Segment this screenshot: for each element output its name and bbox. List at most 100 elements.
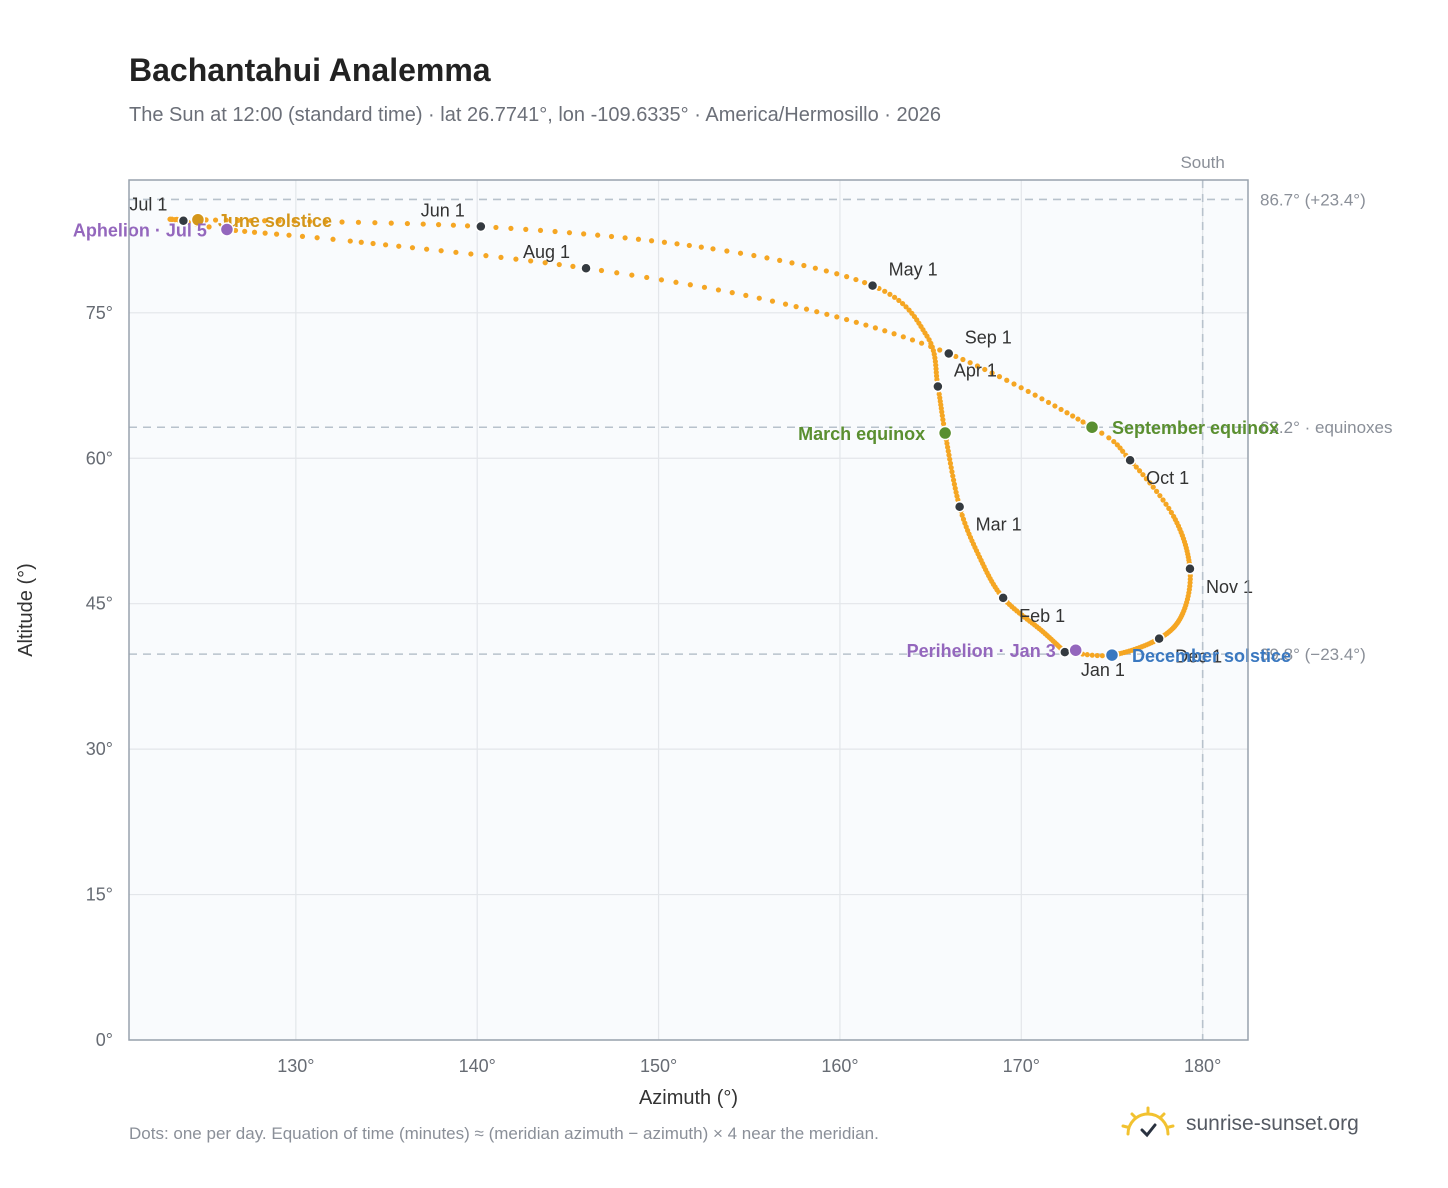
daily-sun-dot bbox=[1018, 385, 1024, 391]
daily-sun-dot bbox=[892, 294, 898, 300]
daily-sun-dot bbox=[396, 243, 402, 249]
daily-sun-dot bbox=[1160, 497, 1166, 503]
x-axis-label: Azimuth (°) bbox=[639, 1087, 738, 1109]
daily-sun-dot bbox=[438, 248, 444, 254]
x-tick-label: 170° bbox=[1003, 1056, 1040, 1076]
brand-name[interactable]: sunrise-sunset.org bbox=[1186, 1112, 1359, 1135]
daily-sun-dot bbox=[508, 225, 514, 231]
event-label: March equinox bbox=[798, 424, 925, 444]
daily-sun-dot bbox=[1045, 399, 1052, 406]
daily-sun-dot bbox=[1058, 406, 1064, 413]
daily-sun-dot bbox=[909, 337, 916, 343]
daily-sun-dot bbox=[299, 233, 306, 239]
daily-sun-dot bbox=[824, 311, 830, 317]
daily-sun-dot bbox=[339, 219, 345, 225]
daily-sun-dot bbox=[928, 343, 934, 350]
reference-line-label: 86.7° (+23.4°) bbox=[1260, 190, 1366, 209]
daily-sun-dot bbox=[1163, 501, 1169, 507]
daily-sun-dot bbox=[853, 276, 859, 283]
daily-sun-dot bbox=[715, 287, 722, 293]
daily-sun-dot bbox=[358, 239, 364, 245]
sun-logo-icon bbox=[1121, 1106, 1175, 1138]
daily-sun-dot bbox=[468, 251, 474, 257]
event-label: June solstice bbox=[218, 211, 332, 231]
daily-sun-dot bbox=[1154, 488, 1160, 494]
daily-sun-dot bbox=[919, 340, 925, 346]
event-marker bbox=[1104, 647, 1120, 663]
daily-sun-dot bbox=[834, 271, 840, 277]
daily-sun-dot bbox=[803, 306, 810, 312]
daily-sun-dot bbox=[273, 231, 280, 237]
daily-sun-dot bbox=[853, 319, 859, 325]
event-marker bbox=[1068, 642, 1083, 658]
daily-sun-dot bbox=[658, 277, 665, 283]
month-marker bbox=[1153, 632, 1165, 645]
month-markers-layer: Jan 1 Feb 1 Mar 1 Apr 1 May 1 Jun 1 Jul 1 Aug 1… bbox=[129, 195, 1253, 680]
month-marker bbox=[932, 380, 944, 393]
month-label: May 1 bbox=[889, 260, 938, 280]
daily-sun-dot bbox=[513, 256, 519, 262]
month-marker bbox=[580, 262, 592, 274]
daily-sun-dot bbox=[844, 274, 850, 280]
daily-sun-dot bbox=[314, 235, 320, 241]
daily-sun-dot bbox=[834, 314, 840, 320]
daily-sun-dot bbox=[622, 235, 628, 241]
daily-sun-dot bbox=[1080, 419, 1086, 425]
event-marker bbox=[937, 425, 953, 441]
chart-title: Bachantahui Analemma bbox=[129, 52, 491, 88]
daily-sun-dot bbox=[409, 245, 416, 251]
meridian-label: South bbox=[1180, 153, 1224, 172]
daily-sun-dot bbox=[212, 217, 219, 223]
daily-sun-dot bbox=[891, 331, 897, 337]
daily-sun-dot bbox=[950, 477, 957, 483]
daily-sun-dot bbox=[581, 231, 587, 237]
daily-sun-dot bbox=[370, 240, 376, 247]
daily-sun-dot bbox=[1157, 493, 1163, 499]
daily-sun-dot bbox=[812, 265, 818, 271]
month-marker bbox=[997, 592, 1009, 604]
event-marker bbox=[219, 222, 235, 237]
event-label: December solstice bbox=[1132, 646, 1291, 666]
month-marker bbox=[953, 500, 966, 513]
x-tick-label: 130° bbox=[277, 1056, 314, 1076]
x-tick-label: 140° bbox=[459, 1056, 496, 1076]
daily-sun-dot bbox=[388, 220, 394, 226]
event-label: September equinox bbox=[1112, 418, 1279, 438]
daily-sun-dot bbox=[687, 282, 693, 288]
daily-sun-dot bbox=[1011, 381, 1017, 387]
daily-sun-dot bbox=[953, 489, 959, 495]
daily-sun-dot bbox=[614, 270, 620, 276]
daily-sun-dot bbox=[1136, 468, 1143, 474]
events-layer: June solstice December solstice March equi… bbox=[73, 211, 1291, 666]
daily-sun-dot bbox=[673, 279, 679, 285]
daily-sun-dot bbox=[1089, 652, 1095, 658]
daily-sun-dot bbox=[844, 316, 850, 323]
brand[interactable]: sunrise-sunset.org bbox=[1120, 1104, 1359, 1144]
daily-sun-dot bbox=[598, 267, 605, 274]
plot-frame bbox=[128, 179, 1249, 1041]
event-marker bbox=[190, 212, 206, 228]
y-axis-label: Altitude (°) bbox=[15, 563, 37, 657]
daily-sun-dot bbox=[948, 464, 954, 471]
daily-sun-dot bbox=[953, 353, 959, 360]
daily-sun-dot bbox=[724, 248, 730, 254]
daily-sun-dot bbox=[1133, 464, 1139, 470]
daily-sun-dot bbox=[629, 272, 635, 278]
daily-sun-dot bbox=[383, 242, 389, 248]
daily-sun-dot bbox=[769, 298, 776, 304]
daily-sun-dot bbox=[1168, 509, 1174, 516]
daily-sun-dot bbox=[952, 485, 958, 491]
daily-sun-dot bbox=[764, 255, 770, 261]
daily-sun-dot bbox=[1064, 410, 1070, 416]
daily-sun-dot bbox=[782, 301, 789, 307]
daily-sun-dot bbox=[552, 228, 558, 235]
daily-sun-dot bbox=[608, 233, 615, 240]
daily-sun-dot bbox=[291, 218, 297, 224]
month-marker bbox=[1124, 454, 1136, 466]
daily-sun-dot bbox=[950, 473, 956, 479]
daily-sun-dot bbox=[1143, 476, 1149, 482]
daily-sun-dot bbox=[330, 236, 336, 242]
daily-sun-dot bbox=[450, 222, 456, 228]
daily-sun-dot bbox=[523, 226, 529, 232]
y-tick-label: 75° bbox=[86, 303, 113, 323]
